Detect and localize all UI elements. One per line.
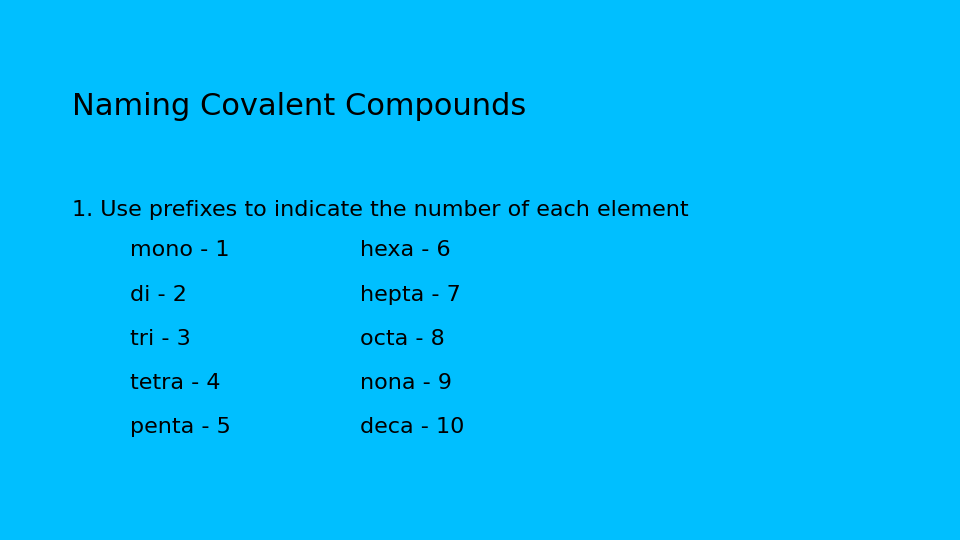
Text: 1. Use prefixes to indicate the number of each element: 1. Use prefixes to indicate the number o…	[72, 200, 688, 220]
Text: nona - 9: nona - 9	[360, 373, 452, 393]
Text: mono - 1: mono - 1	[130, 240, 229, 260]
Text: di - 2: di - 2	[130, 285, 186, 305]
Text: tri - 3: tri - 3	[130, 329, 190, 349]
Text: Naming Covalent Compounds: Naming Covalent Compounds	[72, 92, 526, 121]
Text: hexa - 6: hexa - 6	[360, 240, 450, 260]
Text: hepta - 7: hepta - 7	[360, 285, 461, 305]
Text: tetra - 4: tetra - 4	[130, 373, 220, 393]
Text: deca - 10: deca - 10	[360, 417, 465, 437]
Text: octa - 8: octa - 8	[360, 329, 444, 349]
Text: penta - 5: penta - 5	[130, 417, 230, 437]
